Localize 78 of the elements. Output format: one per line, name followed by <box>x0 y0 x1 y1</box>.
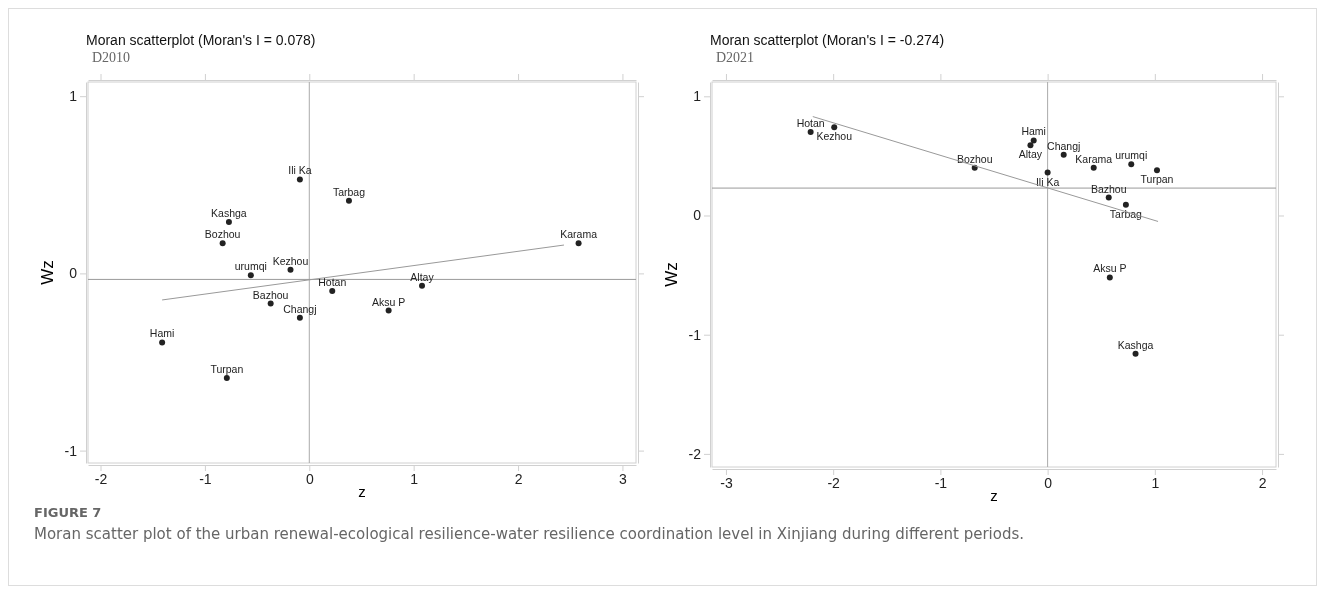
y-axis-title: Wz <box>38 260 57 285</box>
point <box>1122 201 1129 208</box>
data-label: Karama <box>560 228 598 241</box>
data-label: Ili Ka <box>1035 175 1060 188</box>
point <box>1128 161 1135 168</box>
data-label: Kashga <box>211 207 247 219</box>
data-label: Turpan <box>210 362 244 375</box>
point <box>247 272 254 279</box>
chart-title: Moran scatterplot (Moran's I = -0.274) <box>710 32 945 48</box>
data-label: Changj <box>1047 139 1081 152</box>
y-tick-label: 1 <box>693 88 702 105</box>
y-axis-title: Wz <box>662 262 681 287</box>
x-tick-label: -2 <box>827 474 841 491</box>
data-label: Hotan <box>796 117 825 130</box>
point <box>385 307 392 314</box>
data-label: Aksu P <box>371 295 406 308</box>
point <box>225 219 232 225</box>
point <box>1105 194 1112 201</box>
data-label: Aksu P <box>1093 262 1127 275</box>
data-label: Hami <box>149 327 175 340</box>
caption: FIGURE 7 <box>34 505 102 520</box>
data-label: Bazhou <box>1090 182 1127 195</box>
data-label: urumqi <box>234 260 267 273</box>
chart-subtitle: D2021 <box>716 50 755 65</box>
data-label: Bozhou <box>204 228 241 241</box>
data-label: Ili Ka <box>288 164 312 177</box>
data-label: Tarbag <box>332 185 366 198</box>
data-label: Tarbag <box>1109 207 1143 220</box>
data-label: Altay <box>410 270 435 283</box>
point <box>287 266 294 273</box>
data-label: Changj <box>283 302 317 315</box>
point <box>575 240 582 247</box>
x-tick-label: -3 <box>720 474 733 491</box>
data-label: Altay <box>1018 148 1043 161</box>
data-label: Karama <box>1075 152 1113 165</box>
chart-title: Moran scatterplot (Moran's I = 0.078) <box>86 32 316 48</box>
point <box>296 176 303 183</box>
x-tick-label: 1 <box>1151 474 1160 491</box>
point <box>329 288 336 295</box>
point <box>159 339 166 346</box>
data-label: Hotan <box>318 276 347 289</box>
data-label: Kezhou <box>272 254 309 267</box>
x-tick-label: 1 <box>410 470 419 487</box>
x-tick-label: -1 <box>199 470 212 487</box>
x-axis-title: z <box>358 483 366 500</box>
point <box>1090 164 1097 171</box>
data-label: Turpan <box>1140 173 1174 186</box>
point <box>1044 169 1051 176</box>
chart-subtitle: D2010 <box>92 50 131 65</box>
point <box>219 240 226 247</box>
x-tick-label: 2 <box>1258 474 1267 491</box>
y-tick-label: 0 <box>693 207 702 224</box>
y-tick-label: -1 <box>64 442 78 459</box>
data-label: Bozhou <box>956 152 993 165</box>
y-tick-label: 0 <box>69 265 78 282</box>
point <box>1106 274 1113 281</box>
data-label: Kezhou <box>816 130 853 143</box>
data-label: Bazhou <box>252 288 289 301</box>
x-axis-title: z <box>990 487 998 504</box>
x-tick-label: 3 <box>619 470 628 487</box>
x-tick-label: 0 <box>305 470 314 487</box>
point <box>807 129 814 136</box>
point <box>1027 142 1034 149</box>
data-label: urumqi <box>1115 149 1148 162</box>
point <box>267 300 274 307</box>
x-tick-label: 0 <box>1044 474 1053 491</box>
text: Moran scatter plot of the urban renewal-ecological resilience-water resilience coordination level in Xinjiang during different periods. <box>34 525 1025 543</box>
x-tick-label: 2 <box>514 470 523 487</box>
y-tick-label: -1 <box>688 326 702 343</box>
y-tick-label: 1 <box>69 88 78 105</box>
point <box>1030 137 1037 144</box>
y-tick-label: -2 <box>688 445 702 462</box>
x-tick-label: -2 <box>94 470 108 487</box>
data-label: Hami <box>1021 125 1046 138</box>
x-tick-label: -1 <box>934 474 948 491</box>
point <box>1153 167 1160 174</box>
point <box>831 124 838 131</box>
data-label: Kashga <box>1117 338 1154 351</box>
